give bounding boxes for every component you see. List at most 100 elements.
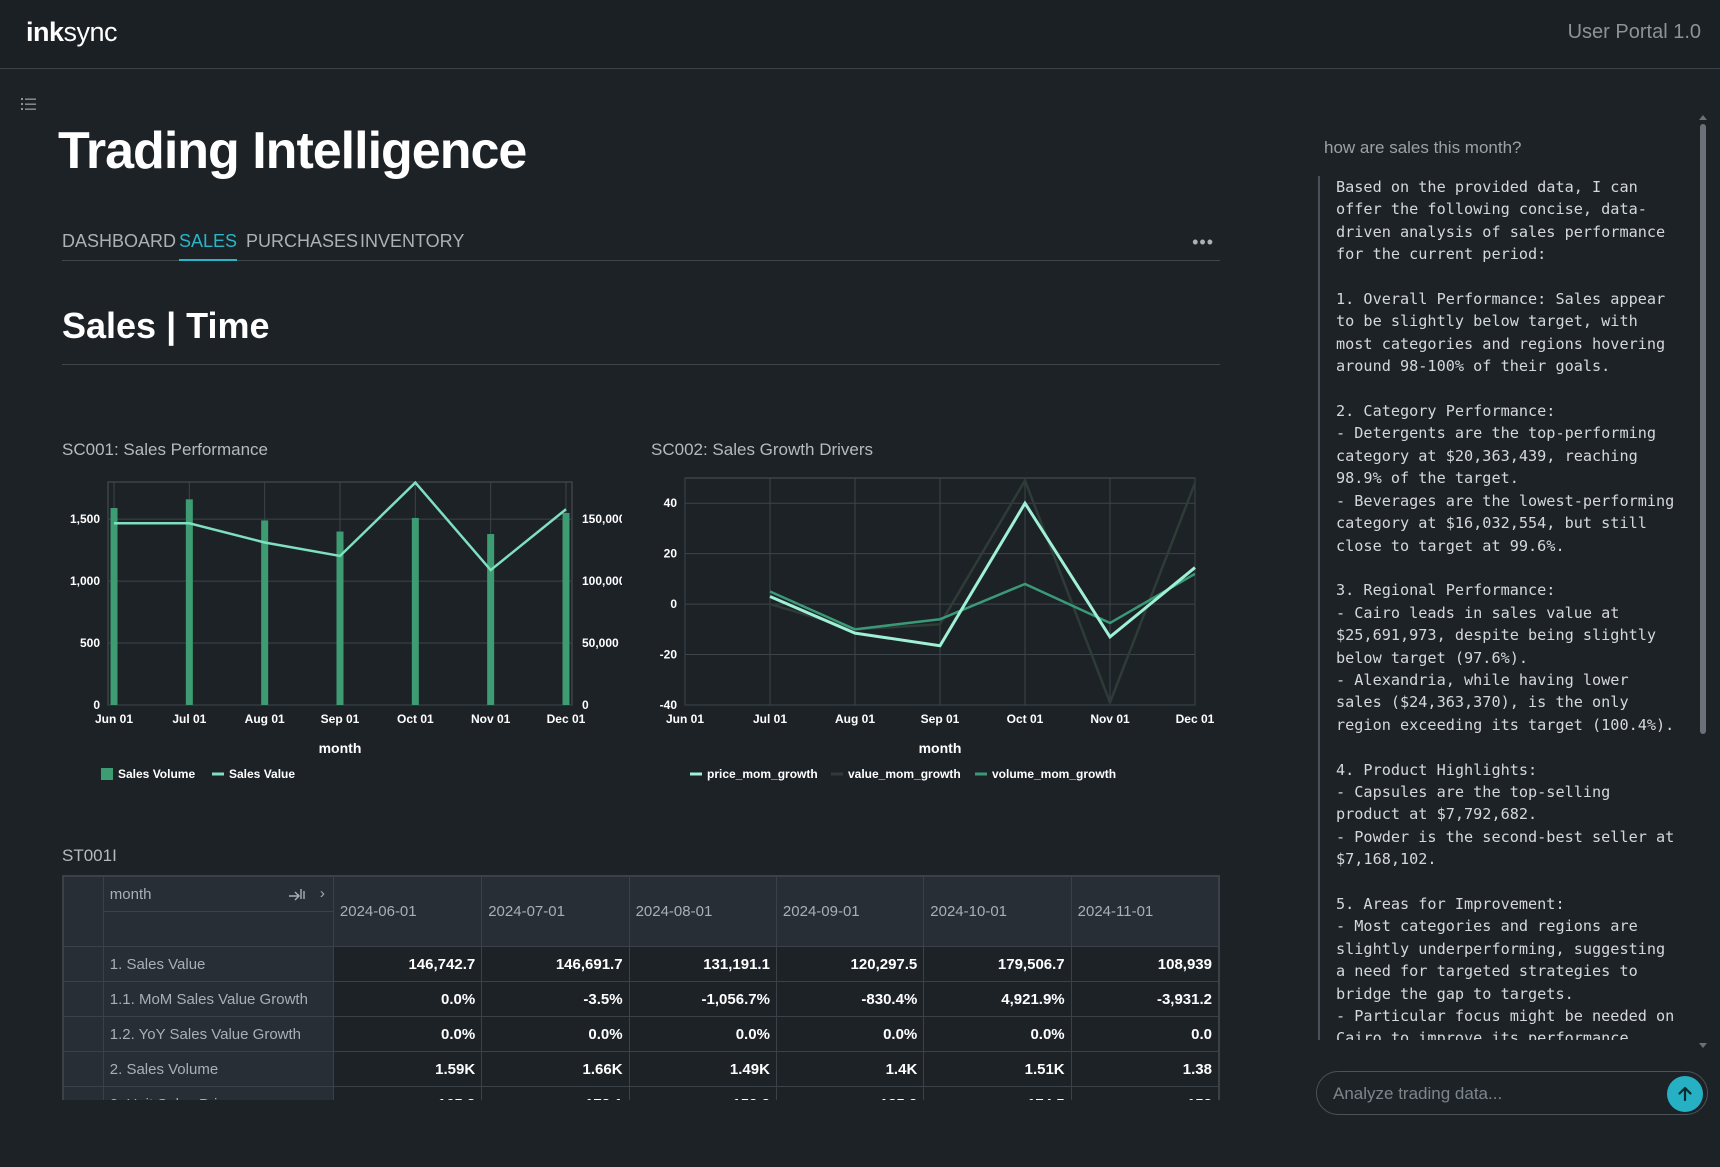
- line-sales-value: [113, 480, 567, 572]
- y-right-tick-label: 50,000: [582, 636, 619, 650]
- table-cell: -3.5%: [481, 981, 630, 1017]
- chat-scrollbar[interactable]: [1698, 112, 1708, 1052]
- y-tick-label: 40: [664, 496, 678, 510]
- tab-inventory[interactable]: INVENTORY: [360, 231, 465, 251]
- y-tick-label: 500: [80, 636, 100, 650]
- page-title: Trading Intelligence: [58, 122, 527, 180]
- logo-bold: ink: [26, 17, 64, 47]
- table-cell: 146,742.7: [332, 946, 483, 982]
- row-label[interactable]: 1.2. YoY Sales Value Growth: [102, 1016, 334, 1052]
- table-cell: 0.0: [1070, 1016, 1219, 1052]
- chart-title-sales-performance: SC001: Sales Performance: [62, 440, 268, 459]
- row-label[interactable]: 2. Sales Volume: [102, 1051, 334, 1087]
- top-bar: inksync User Portal 1.0: [0, 0, 1720, 69]
- table-row: 1.2. YoY Sales Value Growth 0.0% 0.0% 0.…: [63, 1016, 1219, 1052]
- x-axis-label: month: [319, 740, 362, 756]
- portal-version: User Portal 1.0: [1567, 21, 1701, 43]
- table-cell: 0.0%: [775, 1016, 925, 1052]
- x-tick-label: Jun 01: [95, 712, 133, 726]
- x-tick-label: Sep 01: [321, 712, 360, 726]
- table-corner: [63, 876, 104, 947]
- more-options-icon[interactable]: •••: [1192, 232, 1214, 252]
- table-row: 2. Unit Sales Price 165.3 173.1 152.2 13…: [63, 1086, 1219, 1100]
- line-value-mom-growth: [769, 477, 1197, 706]
- tab-bar: DASHBOARD SALES PURCHASES INVENTORY •••: [62, 228, 1220, 261]
- y-tick-label: 1,000: [70, 574, 100, 588]
- column-header[interactable]: 2024-11-01: [1070, 876, 1219, 947]
- column-header[interactable]: 2024-07-01: [481, 876, 630, 947]
- x-tick-label: Aug 01: [835, 712, 875, 726]
- column-header[interactable]: 2024-09-01: [775, 876, 925, 947]
- x-tick-label: Dec 01: [547, 712, 586, 726]
- bar-sales-volume: [336, 531, 344, 705]
- row-gutter: [63, 1016, 104, 1052]
- arrow-up-icon: [1678, 1086, 1692, 1102]
- sales-performance-chart: 0 500 1,000 1,500 0 50,000 100,000 150,000 Jun 0…: [70, 480, 622, 781]
- legend-label-price-mom-growth: price_mom_growth: [707, 767, 818, 781]
- row-gutter: [63, 946, 104, 982]
- table-cell: 0.0%: [628, 1016, 777, 1052]
- chat-input[interactable]: [1331, 1080, 1655, 1108]
- x-tick-label: Dec 01: [1176, 712, 1215, 726]
- column-header[interactable]: 2024-10-01: [923, 876, 1072, 947]
- table-cell: -1,056.7%: [628, 981, 777, 1017]
- tab-purchases[interactable]: PURCHASES: [246, 231, 359, 251]
- table-cell: 1.38: [1070, 1051, 1219, 1087]
- table-cell: 4,921.9%: [923, 981, 1072, 1017]
- y-tick-label: 20: [664, 547, 678, 561]
- bar-sales-volume: [261, 520, 269, 705]
- legend-swatch-sales-volume: [101, 768, 113, 780]
- table-cell: 0.0%: [332, 1016, 483, 1052]
- table-cell: 135.2: [775, 1086, 925, 1100]
- scroll-up-icon[interactable]: [1698, 112, 1708, 124]
- chat-input-box: [1316, 1071, 1708, 1115]
- scroll-down-icon[interactable]: [1698, 1040, 1708, 1052]
- table-cell: 0.0%: [481, 1016, 630, 1052]
- line-volume-mom-growth: [769, 572, 1196, 631]
- column-header[interactable]: 2024-06-01: [332, 876, 483, 947]
- y-tick-label: 1,500: [70, 512, 100, 526]
- send-button[interactable]: [1667, 1076, 1703, 1112]
- table-cell: 120,297.5: [775, 946, 925, 982]
- row-label[interactable]: 1.1. MoM Sales Value Growth: [102, 981, 334, 1017]
- table-cell: 1.51K: [923, 1051, 1072, 1087]
- tab-sales[interactable]: SALES: [179, 231, 238, 261]
- logo-light: sync: [63, 17, 118, 47]
- row-label[interactable]: 2. Unit Sales Price: [102, 1086, 334, 1100]
- chat-scrollbar-thumb[interactable]: [1700, 124, 1706, 734]
- sales-growth-drivers-chart: -40 -20 0 20 40 Jun 01 Jul 01 Aug 01 Sep 01 Oct 0…: [660, 477, 1215, 781]
- table-cell: 108,939: [1070, 946, 1219, 982]
- row-label[interactable]: 1. Sales Value: [102, 946, 334, 982]
- data-table: month › 2024-06-01 2024-07-01 2024-08-01…: [63, 876, 1219, 1100]
- table-cell: 0.0%: [332, 981, 483, 1017]
- legend-label-sales-value: Sales Value: [229, 767, 295, 781]
- tab-dashboard[interactable]: DASHBOARD: [62, 231, 177, 251]
- month-header-cell[interactable]: month ›: [102, 876, 334, 912]
- x-tick-label: Jul 01: [753, 712, 787, 726]
- month-header-label: month: [109, 885, 152, 903]
- chevron-right-icon[interactable]: ›: [319, 885, 325, 902]
- x-tick-label: Nov 01: [1090, 712, 1130, 726]
- table-cell: -3,931.2: [1070, 981, 1219, 1017]
- bar-sales-volume: [487, 534, 495, 705]
- y-tick-label: -40: [660, 698, 678, 712]
- sort-icon[interactable]: [287, 886, 307, 908]
- app-logo[interactable]: inksync: [26, 17, 118, 48]
- line-price-mom-growth: [769, 500, 1196, 648]
- table-cell: 152.2: [628, 1086, 777, 1100]
- x-tick-label: Jun 01: [666, 712, 704, 726]
- table-row: 1.1. MoM Sales Value Growth 0.0% -3.5% -…: [63, 981, 1219, 1017]
- table-row: 2. Sales Volume 1.59K 1.66K 1.49K 1.4K 1…: [63, 1051, 1219, 1087]
- column-header[interactable]: 2024-08-01: [628, 876, 777, 947]
- chat-assistant-answer: Based on the provided data, I can offer …: [1318, 176, 1680, 1040]
- section-title: Sales | Time: [62, 305, 270, 346]
- table-cell: 0.0%: [923, 1016, 1072, 1052]
- row-gutter: [63, 1086, 104, 1100]
- legend-label-volume-mom-growth: volume_mom_growth: [992, 767, 1116, 781]
- legend-label-sales-volume: Sales Volume: [118, 767, 195, 781]
- table-cell: 153: [1070, 1086, 1219, 1100]
- chat-panel: how are sales this month? Based on the p…: [1316, 100, 1708, 1060]
- chart-title-growth-drivers: SC002: Sales Growth Drivers: [651, 440, 874, 459]
- list-menu-icon[interactable]: [20, 96, 40, 112]
- x-tick-label: Sep 01: [921, 712, 960, 726]
